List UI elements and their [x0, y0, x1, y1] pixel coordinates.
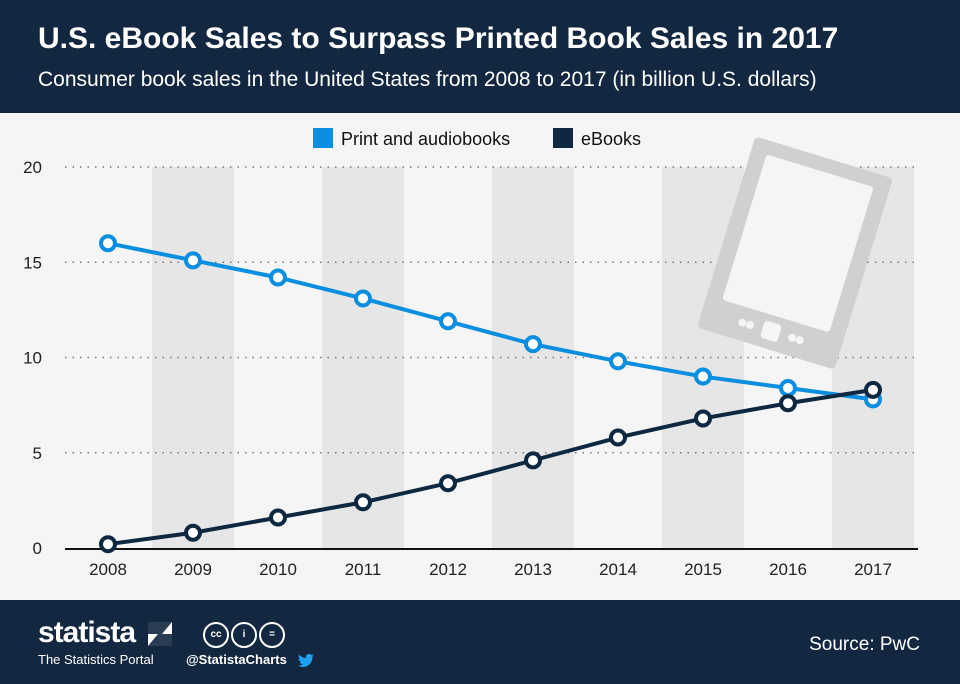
y-tick-label: 0 [33, 539, 42, 558]
x-tick-label: 2012 [429, 560, 467, 579]
chart-subtitle: Consumer book sales in the United States… [38, 68, 817, 91]
tablet-screen [722, 155, 873, 332]
source-note: Source: PwC [809, 634, 920, 655]
header: U.S. eBook Sales to Surpass Printed Book… [0, 0, 960, 113]
column-band [492, 167, 574, 548]
y-tick-label: 15 [23, 253, 42, 272]
x-tick-label: 2017 [854, 560, 892, 579]
x-tick-label: 2015 [684, 560, 722, 579]
column-band [322, 167, 404, 548]
cc-icon: cc [203, 622, 229, 648]
footer: statista The Statistics Portal cc i = @S… [0, 600, 960, 684]
data-point-print [184, 251, 202, 270]
x-tick-label: 2016 [769, 560, 807, 579]
data-point-ebooks [524, 451, 542, 470]
data-point-print [779, 378, 797, 397]
statista-logo-icon [148, 622, 172, 646]
data-point-ebooks [439, 474, 457, 493]
data-point-ebooks [99, 535, 117, 554]
data-point-ebooks [694, 409, 712, 428]
y-tick-label: 10 [23, 349, 42, 368]
tablet-button [795, 336, 804, 345]
x-tick-label: 2010 [259, 560, 297, 579]
data-point-print [439, 312, 457, 331]
chart-title: U.S. eBook Sales to Surpass Printed Book… [38, 22, 839, 55]
data-point-ebooks [184, 523, 202, 542]
tablet-button [738, 318, 747, 327]
y-tick-label: 20 [23, 158, 42, 177]
no-derivatives-icon: = [259, 622, 285, 648]
x-tick-label: 2013 [514, 560, 552, 579]
data-point-ebooks [864, 380, 882, 399]
data-point-ebooks [609, 428, 627, 447]
tablet-button [788, 333, 797, 342]
legend-label: Print and audiobooks [341, 129, 510, 149]
data-point-ebooks [269, 508, 287, 527]
data-point-print [694, 367, 712, 386]
data-point-ebooks [354, 493, 372, 512]
tablet-button [745, 320, 754, 329]
data-point-print [269, 268, 287, 287]
data-point-print [99, 234, 117, 253]
statista-logo: statista [38, 616, 136, 649]
x-tick-label: 2011 [345, 560, 382, 579]
twitter-handle[interactable]: @StatistaCharts [186, 652, 287, 667]
x-tick-label: 2008 [89, 560, 127, 579]
legend-swatch [313, 128, 333, 148]
data-point-print [524, 335, 542, 354]
tablet-home-button [760, 321, 782, 342]
x-tick-label: 2014 [599, 560, 637, 579]
twitter-icon[interactable] [298, 654, 314, 667]
portal-tagline: The Statistics Portal [38, 652, 154, 667]
series-line-ebooks [107, 387, 874, 547]
x-tick-label: 2009 [174, 560, 212, 579]
y-tick-label: 5 [33, 444, 42, 463]
series-line-print [107, 241, 874, 402]
data-point-print [609, 352, 627, 371]
line-chart: 0 5 10 15 20 2008 2009 2010 2011 2012 2013 2014 2015… [23, 128, 918, 579]
legend-swatch [553, 128, 573, 148]
data-point-print [354, 289, 372, 308]
tablet-icon [698, 137, 892, 369]
data-point-ebooks [779, 394, 797, 413]
legend-label: eBooks [581, 129, 641, 149]
attribution-icon: i [231, 622, 257, 648]
